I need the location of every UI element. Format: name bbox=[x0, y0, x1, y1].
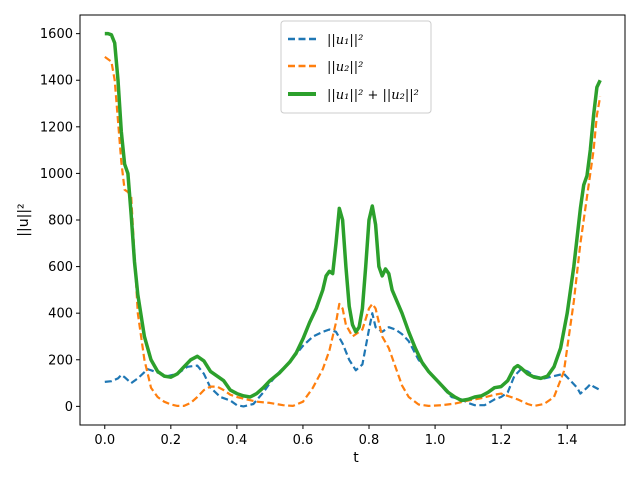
x-tick-label: 1.2 bbox=[491, 433, 512, 448]
y-tick-label: 200 bbox=[48, 353, 73, 368]
series-line-u1 bbox=[104, 312, 601, 408]
y-tick-label: 1000 bbox=[40, 167, 73, 182]
y-axis-ticks: 0 200 400 600 800 1000 1200 1400 1600 bbox=[40, 27, 80, 415]
legend-label-u1: ||u₁||² bbox=[327, 33, 363, 48]
y-tick-label: 600 bbox=[48, 260, 73, 275]
y-tick-label: 1600 bbox=[40, 27, 73, 42]
y-tick-label: 1400 bbox=[40, 74, 73, 89]
x-tick-label: 0.4 bbox=[227, 433, 248, 448]
series-line-u2 bbox=[104, 56, 602, 407]
legend-label-total: ||u₁||² + ||u₂||² bbox=[327, 88, 419, 103]
y-tick-label: 400 bbox=[48, 307, 73, 322]
plot-lines bbox=[104, 31, 602, 408]
y-tick-label: 0 bbox=[65, 400, 73, 415]
legend-label-u2: ||u₂||² bbox=[327, 60, 363, 75]
legend-box bbox=[280, 20, 432, 114]
y-tick-label: 800 bbox=[48, 214, 73, 229]
x-tick-label: 0.0 bbox=[94, 433, 115, 448]
legend: ||u₁||² ||u₂||² ||u₁||² + ||u₂||² bbox=[280, 20, 432, 114]
x-tick-label: 1.4 bbox=[557, 433, 578, 448]
x-axis-label: t bbox=[353, 450, 359, 466]
x-tick-label: 0.8 bbox=[359, 433, 380, 448]
x-tick-label: 1.0 bbox=[425, 433, 446, 448]
y-axis-label: ||u||² bbox=[16, 203, 32, 236]
y-tick-label: 1200 bbox=[40, 120, 73, 135]
series-line-total bbox=[104, 31, 602, 403]
x-axis-ticks: 0.0 0.2 0.4 0.6 0.8 1.0 1.2 1.4 bbox=[94, 425, 578, 448]
x-tick-label: 0.2 bbox=[160, 433, 181, 448]
x-tick-label: 0.6 bbox=[293, 433, 314, 448]
